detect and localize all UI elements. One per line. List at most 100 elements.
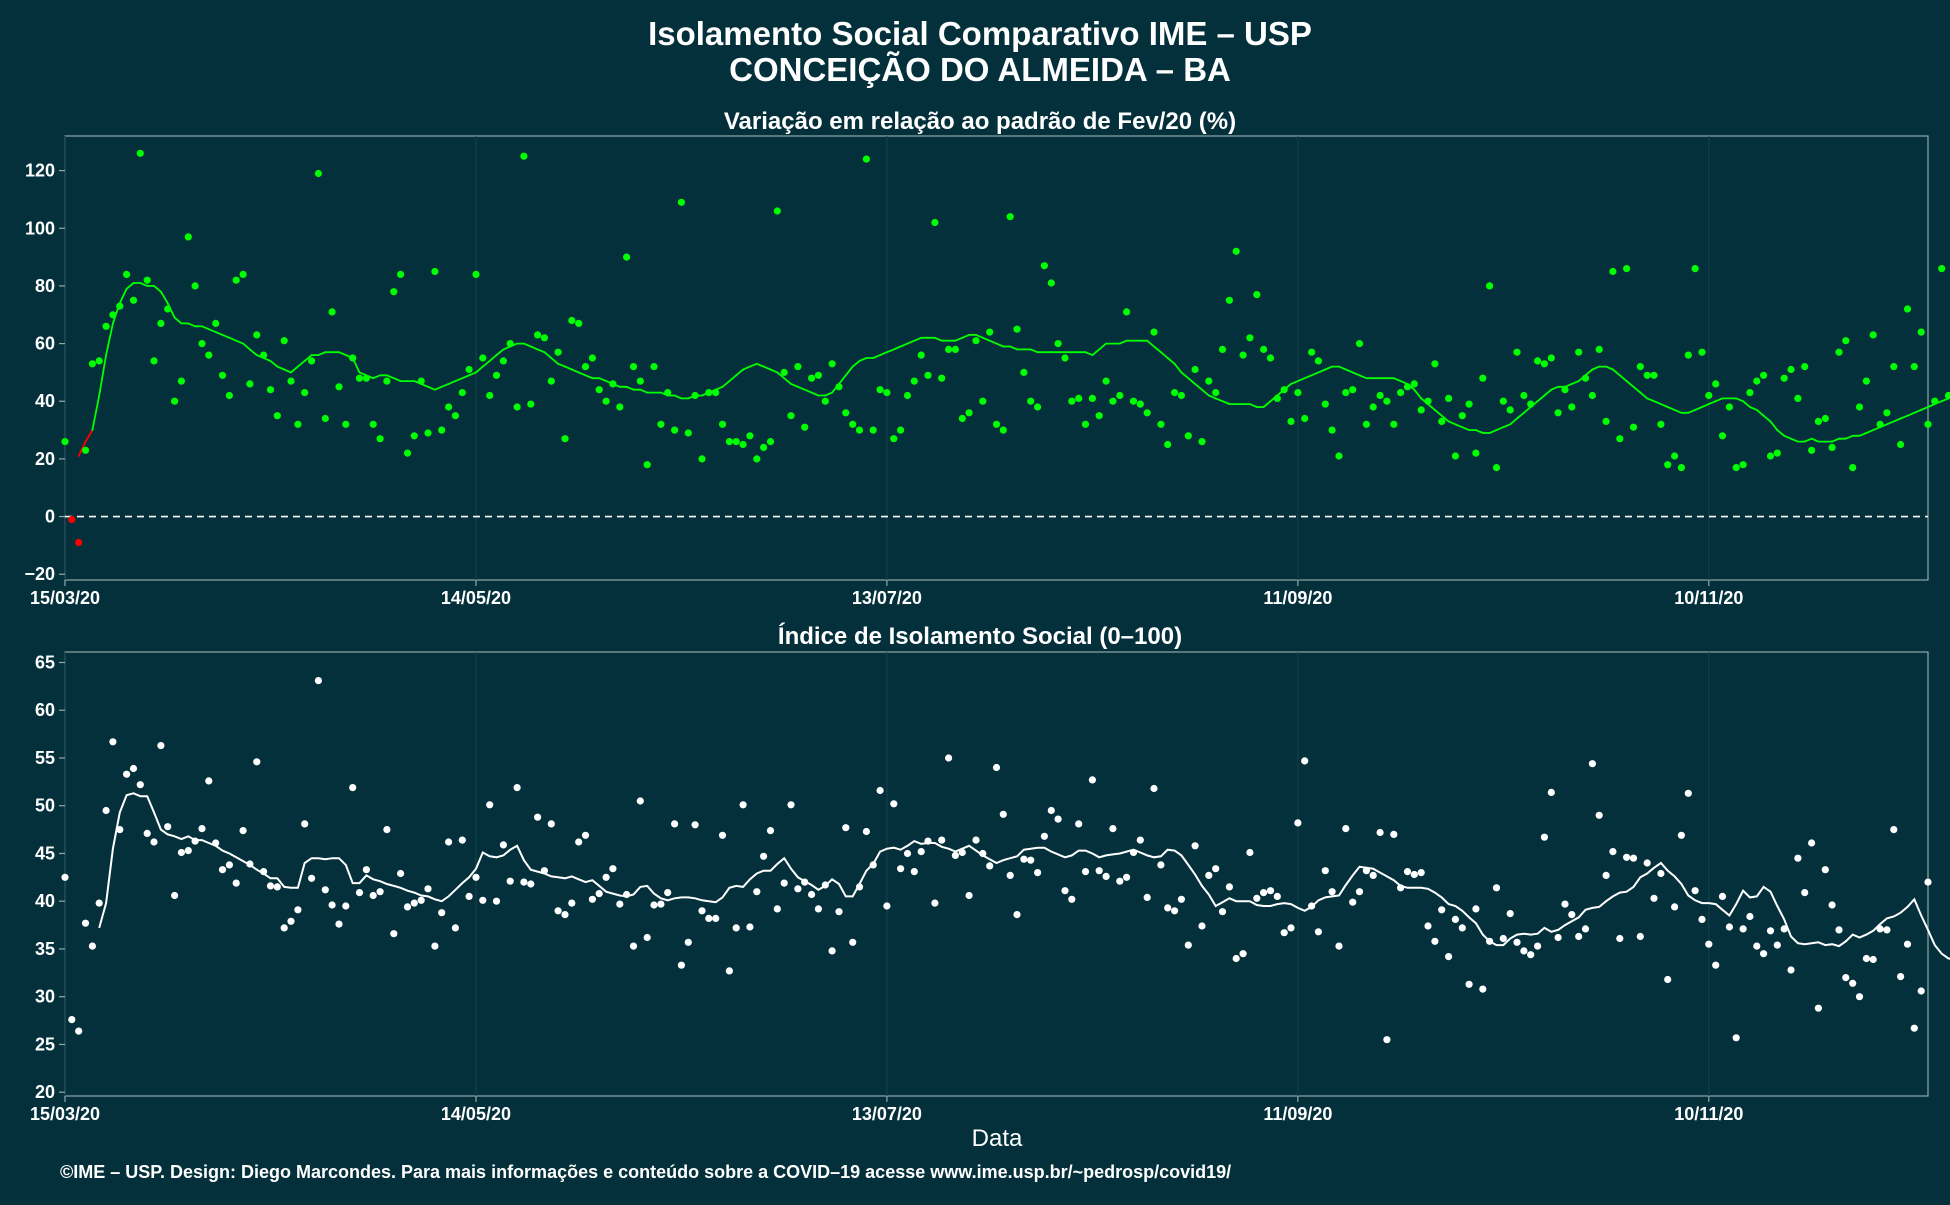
variation-point bbox=[144, 277, 151, 284]
variation-point bbox=[1356, 340, 1363, 347]
index-point bbox=[1733, 1034, 1740, 1041]
variation-point bbox=[1623, 265, 1630, 272]
index-point bbox=[630, 943, 637, 950]
index-point bbox=[582, 832, 589, 839]
variation-point bbox=[507, 340, 514, 347]
index-point bbox=[1445, 953, 1452, 960]
variation-point bbox=[1870, 331, 1877, 338]
index-point bbox=[301, 820, 308, 827]
index-point bbox=[1198, 922, 1205, 929]
index-point bbox=[1431, 938, 1438, 945]
variation-point bbox=[1712, 380, 1719, 387]
variation-point bbox=[1787, 366, 1794, 373]
variation-point bbox=[466, 366, 473, 373]
index-point bbox=[1787, 966, 1794, 973]
index-point bbox=[1164, 904, 1171, 911]
variation-point bbox=[171, 398, 178, 405]
index-point bbox=[61, 874, 68, 881]
index-point bbox=[315, 677, 322, 684]
index-point bbox=[815, 905, 822, 912]
index-point bbox=[883, 902, 890, 909]
index-point bbox=[1781, 925, 1788, 932]
variation-point bbox=[582, 363, 589, 370]
variation-point bbox=[1493, 464, 1500, 471]
variation-point bbox=[1322, 401, 1329, 408]
index-point bbox=[918, 848, 925, 855]
index-point bbox=[1513, 939, 1520, 946]
variation-point bbox=[938, 375, 945, 382]
variation-point bbox=[1794, 395, 1801, 402]
variation-point bbox=[856, 427, 863, 434]
variation-point bbox=[1267, 354, 1274, 361]
variation-point bbox=[808, 375, 815, 382]
index-point bbox=[1842, 974, 1849, 981]
index-point bbox=[1205, 872, 1212, 879]
variation-point bbox=[603, 398, 610, 405]
variation-point bbox=[287, 378, 294, 385]
variation-point bbox=[1205, 378, 1212, 385]
variation-point bbox=[1507, 406, 1514, 413]
index-point bbox=[1671, 903, 1678, 910]
variation-point bbox=[1650, 372, 1657, 379]
variation-point bbox=[1603, 418, 1610, 425]
index-point bbox=[1808, 839, 1815, 846]
variation-point bbox=[877, 386, 884, 393]
index-point bbox=[68, 1016, 75, 1023]
variation-point bbox=[548, 378, 555, 385]
index-point bbox=[1452, 916, 1459, 923]
index-point bbox=[1116, 878, 1123, 885]
variation-point bbox=[664, 389, 671, 396]
variation-point bbox=[150, 357, 157, 364]
variation-point bbox=[308, 357, 315, 364]
y-tick-label: −20 bbox=[24, 564, 55, 584]
index-point bbox=[1335, 943, 1342, 950]
index-point bbox=[82, 920, 89, 927]
index-point bbox=[1924, 879, 1931, 886]
index-point bbox=[96, 900, 103, 907]
variation-point bbox=[61, 438, 68, 445]
index-point bbox=[1171, 907, 1178, 914]
index-point bbox=[1329, 888, 1336, 895]
x-tick-label: 13/07/20 bbox=[852, 1104, 922, 1124]
index-point bbox=[1534, 943, 1541, 950]
index-point bbox=[287, 918, 294, 925]
y-tick-label: 40 bbox=[35, 891, 55, 911]
variation-point bbox=[1411, 380, 1418, 387]
index-point bbox=[541, 867, 548, 874]
variation-point bbox=[1424, 398, 1431, 405]
variation-point bbox=[644, 461, 651, 468]
index-point bbox=[1418, 869, 1425, 876]
variation-point bbox=[103, 323, 110, 330]
variation-point bbox=[301, 389, 308, 396]
variation-point bbox=[335, 383, 342, 390]
index-point bbox=[767, 827, 774, 834]
y-tick-label: 60 bbox=[35, 700, 55, 720]
variation-point bbox=[568, 317, 575, 324]
index-point bbox=[1424, 922, 1431, 929]
variation-point bbox=[1767, 452, 1774, 459]
variation-point bbox=[815, 372, 822, 379]
variation-point bbox=[1911, 363, 1918, 370]
index-point bbox=[418, 897, 425, 904]
index-point bbox=[1404, 868, 1411, 875]
index-point bbox=[692, 821, 699, 828]
variation-point bbox=[1657, 421, 1664, 428]
index-point bbox=[1294, 819, 1301, 826]
index-point bbox=[1897, 973, 1904, 980]
variation-point bbox=[959, 415, 966, 422]
variation-point bbox=[404, 450, 411, 457]
x-tick-label: 11/09/20 bbox=[1263, 1104, 1332, 1124]
variation-point bbox=[829, 360, 836, 367]
index-point bbox=[75, 1028, 82, 1035]
index-point bbox=[801, 879, 808, 886]
variation-point bbox=[1212, 389, 1219, 396]
variation-point bbox=[733, 438, 740, 445]
variation-point bbox=[1116, 392, 1123, 399]
variation-point bbox=[472, 271, 479, 278]
index-point bbox=[1274, 893, 1281, 900]
variation-point bbox=[1096, 412, 1103, 419]
variation-point bbox=[534, 331, 541, 338]
index-point bbox=[1144, 894, 1151, 901]
index-point bbox=[1479, 986, 1486, 993]
variation-point bbox=[1589, 392, 1596, 399]
